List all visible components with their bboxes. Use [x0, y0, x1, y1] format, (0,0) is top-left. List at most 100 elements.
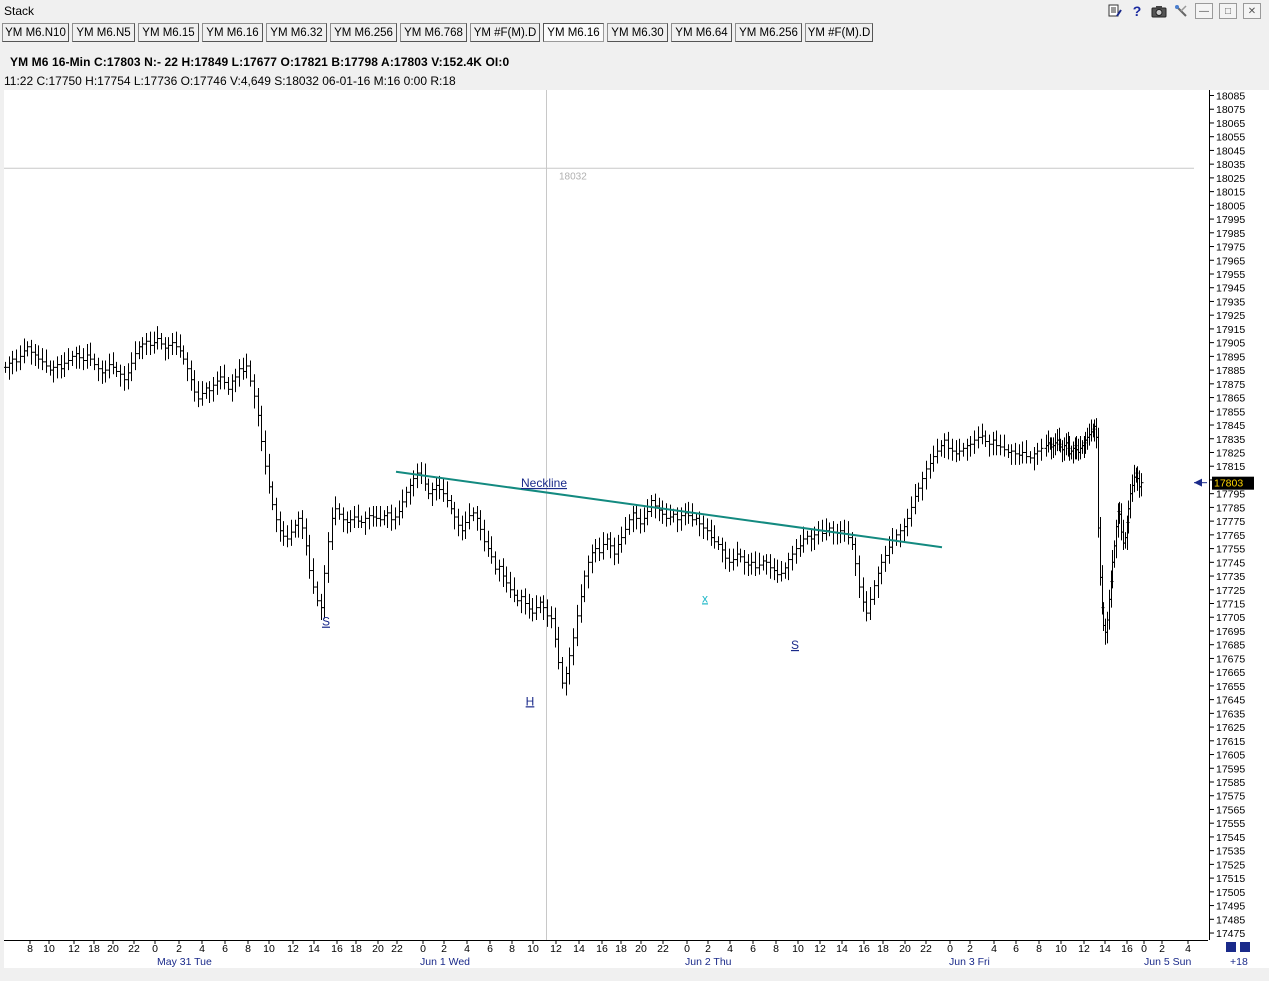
price-bar: [701, 515, 706, 539]
chart-annotation[interactable]: S: [791, 638, 799, 652]
price-bar: [14, 349, 19, 372]
price-tick-label: 17645: [1216, 695, 1245, 707]
bar-detail: 11:22 C:17750 H:17754 L:17736 O:17746 V:…: [4, 74, 456, 88]
time-tick-label: 12: [814, 943, 826, 955]
price-bar: [18, 345, 23, 371]
chart-tab[interactable]: YM M6.N5: [72, 23, 135, 42]
price-bar: [356, 504, 361, 528]
price-bar: [1024, 440, 1029, 464]
price-bar: [1105, 611, 1110, 644]
price-axis[interactable]: 18085 18075 18065 18055 18045 18035 18025 18015…: [1208, 90, 1269, 940]
chart-annotation[interactable]: S: [322, 615, 330, 629]
price-bar: [534, 595, 539, 620]
price-tick-label: 17595: [1216, 763, 1245, 775]
price-bar: [768, 554, 773, 579]
chart-annotation[interactable]: Neckline: [521, 476, 567, 490]
time-tick-label: 10: [792, 943, 804, 955]
tools-icon[interactable]: [1173, 3, 1189, 19]
price-bar: [244, 353, 249, 379]
price-bar: [590, 544, 595, 574]
price-bar: [371, 506, 376, 527]
price-tick-label: 17855: [1216, 406, 1245, 418]
price-bar: [122, 365, 127, 391]
price-bar: [497, 559, 502, 582]
price-bar: [868, 587, 873, 620]
price-bar: [88, 342, 93, 366]
chart-tab[interactable]: YM M6.30: [607, 23, 668, 42]
time-tick-label: 4: [1185, 943, 1191, 955]
price-bar: [575, 604, 580, 647]
price-bar: [382, 510, 387, 526]
corner-label: +18: [1230, 956, 1248, 968]
price-tick-label: 17965: [1216, 255, 1245, 267]
price-bar: [10, 350, 15, 375]
price-bar: [794, 538, 799, 564]
price-bar: [742, 549, 747, 575]
time-tick-label: 4: [464, 943, 470, 955]
price-bar: [564, 666, 569, 696]
maximize-icon[interactable]: □: [1219, 3, 1237, 19]
scroll-left-icon[interactable]: [1226, 942, 1236, 952]
chart-annotation[interactable]: x: [702, 591, 708, 605]
chart-tab[interactable]: YM M6.16: [543, 23, 604, 42]
price-bar: [423, 463, 428, 491]
price-bar: [237, 359, 242, 387]
chart-tab[interactable]: YM M6.32: [266, 23, 327, 42]
price-bar: [367, 507, 372, 530]
chart-tab[interactable]: YM M6.64: [671, 23, 732, 42]
price-bar: [315, 581, 320, 607]
price-bar: [980, 423, 985, 445]
chart-tab[interactable]: YM M6.16: [202, 23, 263, 42]
price-bar: [211, 376, 216, 402]
price-bar: [991, 431, 996, 456]
price-bar: [690, 503, 695, 527]
chart-annotation[interactable]: H: [526, 694, 535, 708]
price-bar: [515, 589, 520, 607]
price-bar: [248, 360, 253, 387]
time-date-label: Jun 5 Sun: [1144, 956, 1191, 968]
price-bar: [723, 541, 728, 570]
price-bar: [1071, 441, 1076, 464]
price-bar: [582, 570, 587, 603]
price-tick-label: 17485: [1216, 914, 1245, 926]
price-bar: [883, 545, 888, 572]
time-date-label: Jun 1 Wed: [420, 956, 470, 968]
price-bar: [426, 478, 431, 500]
time-axis[interactable]: 8 10 12 18 20 22 0 2 4 6 8 10 12 14 16 18 20 22 0 2 4 6 8 10 12 1…: [4, 940, 1269, 968]
edit-icon[interactable]: [1107, 3, 1123, 19]
price-bar: [1094, 418, 1099, 449]
chart-tab[interactable]: YM #F(M).D: [805, 23, 873, 42]
price-tick-label: 17655: [1216, 681, 1245, 693]
chart-tab[interactable]: YM #F(M).D: [470, 23, 540, 42]
chart-canvas[interactable]: 18032 Neckline S Hx S: [3, 90, 1208, 940]
chart-tab[interactable]: YM M6.N10: [2, 23, 69, 42]
price-bar: [571, 628, 576, 666]
price-bar: [293, 519, 298, 538]
price-tick-label: 17785: [1216, 502, 1245, 514]
time-tick-label: 4: [991, 943, 997, 955]
price-tick-label: 17795: [1216, 489, 1245, 501]
price-bar: [601, 532, 606, 560]
scroll-right-icon[interactable]: [1240, 942, 1250, 952]
chart-tab[interactable]: YM M6.256: [330, 23, 397, 42]
price-bar: [634, 504, 639, 530]
price-bar: [126, 363, 131, 390]
chart-tab[interactable]: YM M6.15: [138, 23, 199, 42]
camera-icon[interactable]: [1151, 3, 1167, 19]
price-bars: [3, 326, 1144, 696]
help-icon[interactable]: ?: [1132, 3, 1142, 19]
chart-tab[interactable]: YM M6.256: [735, 23, 802, 42]
minimize-icon[interactable]: —: [1195, 3, 1213, 19]
close-icon[interactable]: ✕: [1243, 3, 1261, 19]
time-tick-label: 16: [331, 943, 343, 955]
price-bar: [55, 356, 60, 379]
price-bar: [66, 348, 71, 371]
price-bar: [363, 511, 368, 535]
chart-tab[interactable]: YM M6.768: [400, 23, 467, 42]
time-tick-label: 2: [176, 943, 182, 955]
price-bar: [519, 589, 524, 614]
price-bar: [148, 331, 153, 355]
price-bar: [437, 475, 442, 500]
price-bar: [961, 442, 966, 457]
